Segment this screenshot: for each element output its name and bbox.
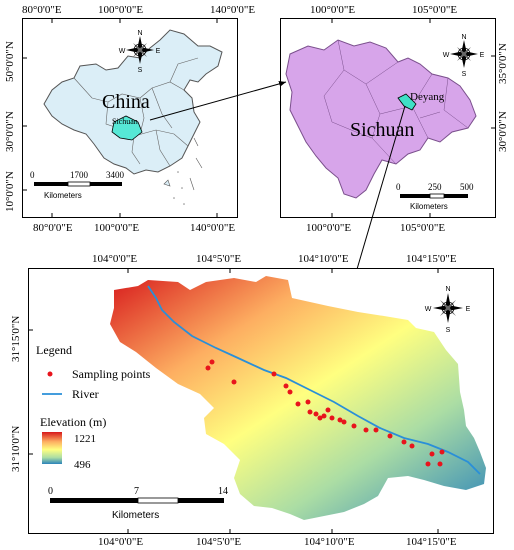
china-label: China [102, 91, 150, 113]
sampling-points [205, 359, 445, 467]
legend-elevation-title: Elevation (m) [40, 415, 106, 429]
sichuan-highlight [111, 115, 143, 141]
svg-text:250: 250 [428, 182, 442, 192]
study-area-frame: N S E W Legend Sampling points River Ele… [28, 268, 494, 534]
study-top-tick: 104°10'0"E [298, 253, 349, 265]
sichuan-top-tick: 105°0'0"E [412, 4, 458, 16]
china-bottom-tick: 140°0'0"E [190, 222, 236, 234]
river-line [147, 285, 481, 475]
china-map-frame: N S E W China Sichuan 0 1700 3400 Kilome… [22, 18, 238, 218]
svg-text:E: E [480, 52, 485, 59]
legend-river: River [72, 387, 99, 401]
compass-n: N [137, 30, 142, 37]
study-compass: N S E W [425, 286, 471, 334]
compass-e: E [156, 48, 161, 55]
map-legend: Legend Sampling points River Elevation (… [36, 343, 151, 471]
legend-title: Legend [36, 343, 72, 357]
sichuan-map-frame: N S E W Sichuan Deyang 0 250 500 Kilomet… [280, 18, 496, 218]
elevation-color-ramp [42, 432, 62, 464]
study-scale-bar: 0 7 14 Kilometers [48, 486, 228, 521]
svg-text:3400: 3400 [106, 170, 125, 180]
china-compass: N S E W [119, 30, 161, 74]
svg-text:S: S [462, 71, 467, 78]
svg-text:N: N [461, 34, 466, 41]
compass-s: S [138, 67, 143, 74]
sichuan-bottom-tick: 105°0'0"E [400, 222, 446, 234]
svg-text:0: 0 [48, 486, 53, 497]
sichuan-scale-bar: 0 250 500 Kilometers [396, 182, 474, 211]
study-bottom-tick: 104°10'0"E [304, 536, 355, 548]
deyang-label: Deyang [410, 91, 445, 103]
study-bottom-tick: 104°5'0"E [196, 536, 242, 548]
svg-text:0: 0 [396, 182, 401, 192]
sichuan-label: Sichuan [350, 119, 414, 141]
deyang-highlight [397, 93, 417, 111]
svg-text:Kilometers: Kilometers [112, 510, 159, 521]
sichuan-top-tick: 100°0'0"E [310, 4, 356, 16]
study-top-tick: 104°0'0"E [92, 253, 138, 265]
legend-elevation-min: 496 [74, 459, 91, 471]
svg-text:Kilometers: Kilometers [44, 191, 82, 200]
study-left-tick: 31°10'0"N [10, 425, 22, 472]
china-top-tick: 100°0'0"E [98, 4, 144, 16]
svg-text:7: 7 [134, 486, 139, 497]
study-bottom-tick: 104°15'0"E [406, 536, 457, 548]
svg-text:14: 14 [218, 486, 228, 497]
china-landmass [43, 29, 223, 175]
china-top-tick: 80°0'0"E [22, 4, 62, 16]
sichuan-small-label: Sichuan [112, 117, 138, 126]
svg-text:Kilometers: Kilometers [410, 202, 448, 211]
study-top-tick: 104°5'0"E [196, 253, 242, 265]
svg-text:W: W [425, 306, 432, 313]
svg-text:S: S [446, 327, 451, 334]
legend-elevation-max: 1221 [74, 433, 96, 445]
china-scale-bar: 0 1700 3400 Kilometers [30, 170, 125, 200]
svg-text:E: E [466, 306, 471, 313]
compass-w: W [119, 48, 126, 55]
china-bottom-tick: 80°0'0"E [33, 222, 73, 234]
study-left-tick: 31°15'0"N [10, 315, 22, 362]
study-top-tick: 104°15'0"E [406, 253, 457, 265]
svg-text:1700: 1700 [70, 170, 89, 180]
study-bottom-tick: 104°0'0"E [98, 536, 144, 548]
china-bottom-tick: 100°0'0"E [94, 222, 140, 234]
svg-text:N: N [445, 286, 450, 293]
svg-text:0: 0 [30, 170, 35, 180]
legend-sampling-points: Sampling points [72, 367, 151, 381]
svg-text:W: W [443, 52, 450, 59]
elevation-raster [110, 276, 486, 520]
china-top-tick: 140°0'0"E [210, 4, 256, 16]
svg-text:500: 500 [460, 182, 474, 192]
sichuan-bottom-tick: 100°0'0"E [306, 222, 352, 234]
sichuan-compass: N S E W [443, 34, 485, 78]
